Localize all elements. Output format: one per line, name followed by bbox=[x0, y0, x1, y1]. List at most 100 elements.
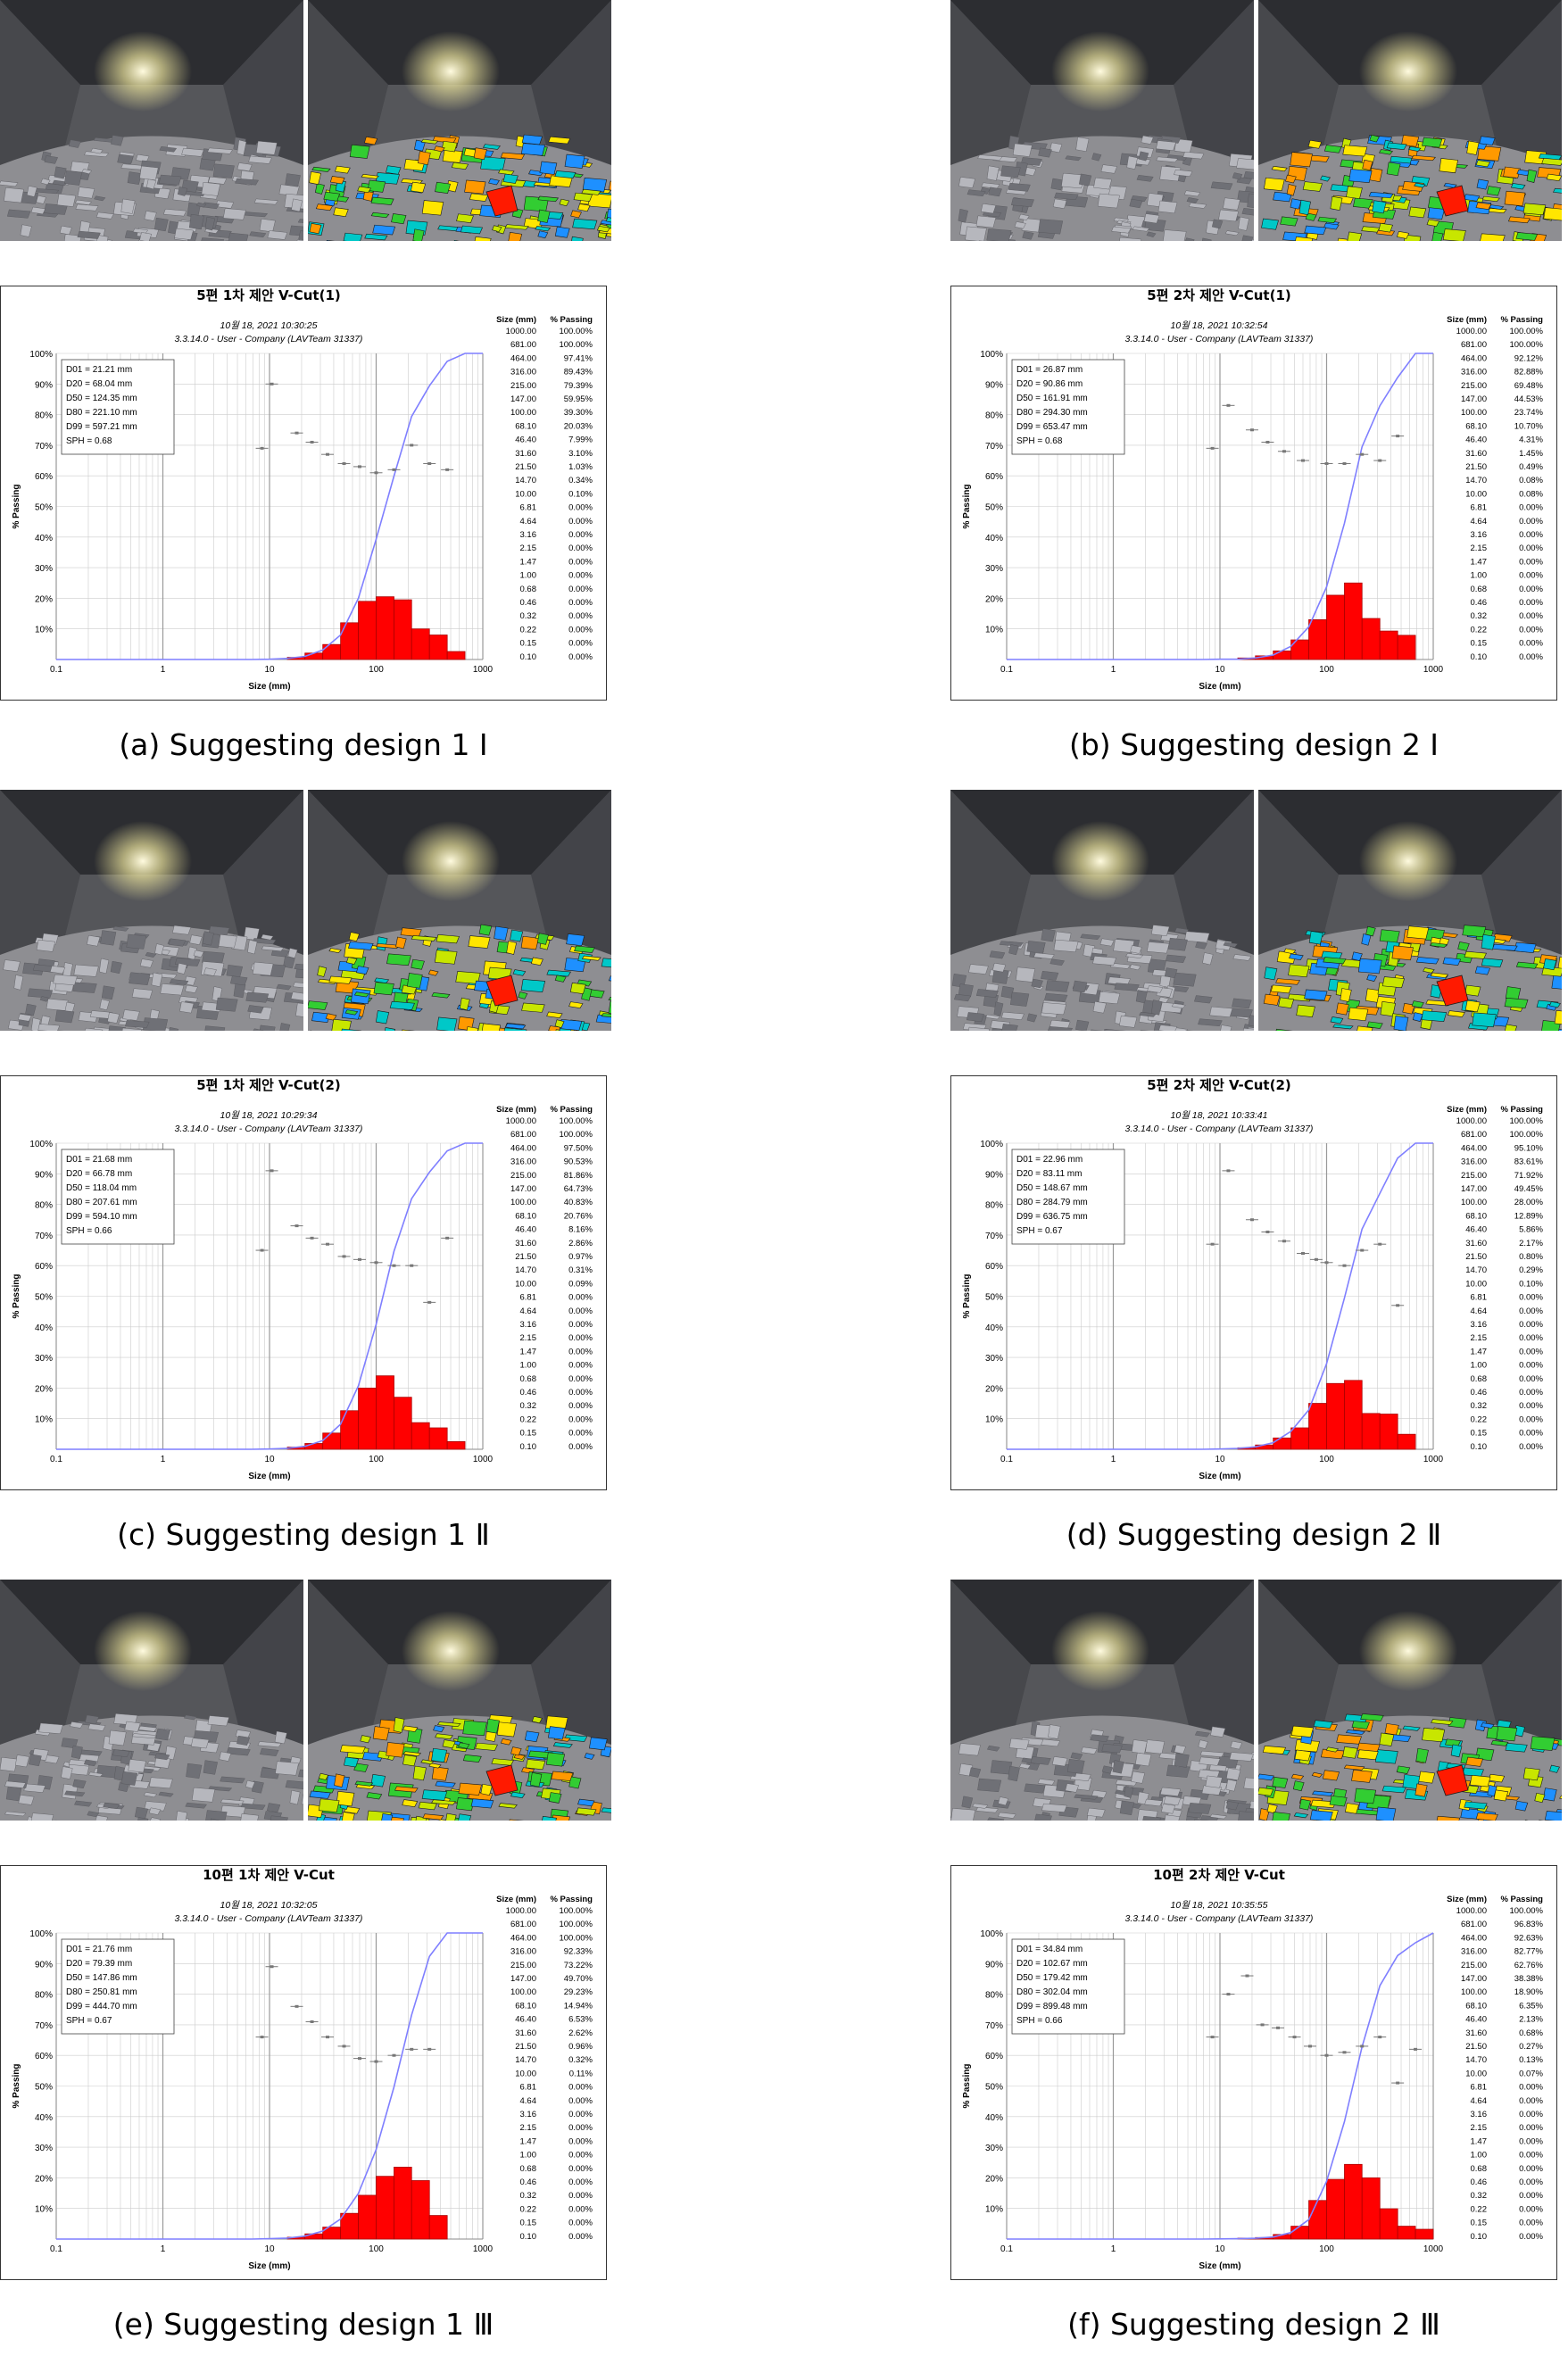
table-cell-passing: 5.86% bbox=[1519, 1225, 1543, 1235]
table-cell-passing: 38.38% bbox=[1514, 1974, 1544, 1984]
table-cell-size: 0.32 bbox=[520, 611, 537, 621]
stats-line: D99 = 653.47 mm bbox=[1016, 422, 1088, 432]
table-cell-passing: 73.22% bbox=[564, 1961, 593, 1970]
chart-title: 5편 2차 제안 V-Cut(2) bbox=[1147, 1077, 1291, 1093]
table-cell-size: 316.00 bbox=[510, 1947, 536, 1957]
table-cell-passing: 0.34% bbox=[568, 476, 593, 485]
table-cell-passing: 1.03% bbox=[568, 462, 593, 472]
y-tick-label: 70% bbox=[985, 442, 1003, 452]
sample-marker bbox=[1303, 2045, 1316, 2048]
histogram-bar bbox=[340, 1410, 359, 1450]
table-cell-passing: 0.96% bbox=[568, 2042, 593, 2052]
table-cell-size: 14.70 bbox=[1465, 476, 1487, 485]
y-axis-label: % Passing bbox=[962, 1273, 972, 1318]
y-tick-label: 30% bbox=[985, 1354, 1003, 1364]
sample-marker bbox=[405, 1264, 419, 1267]
stats-line: SPH = 0.68 bbox=[66, 436, 112, 446]
x-tick-label: 1 bbox=[161, 1455, 166, 1464]
sample-marker bbox=[1373, 1242, 1387, 1246]
sample-marker bbox=[337, 1255, 351, 1258]
histogram-bar bbox=[304, 1443, 324, 1450]
stats-line: D01 = 22.96 mm bbox=[1016, 1155, 1083, 1165]
histogram-bar bbox=[428, 2215, 448, 2240]
table-cell-size: 46.40 bbox=[1465, 2015, 1487, 2025]
sample-marker bbox=[1288, 2036, 1301, 2039]
table-cell-passing: 0.09% bbox=[568, 1279, 593, 1289]
histogram-bar bbox=[1326, 2178, 1345, 2240]
x-tick-label: 100 bbox=[1319, 2244, 1334, 2254]
table-cell-passing: 2.86% bbox=[568, 1239, 593, 1248]
table-cell-passing: 0.00% bbox=[568, 1401, 593, 1411]
table-cell-passing: 20.76% bbox=[564, 1211, 593, 1221]
table-cell-passing: 39.30% bbox=[564, 408, 593, 418]
sample-marker bbox=[1391, 1304, 1405, 1307]
panel-f: 10편 2차 제안 V-Cut 10월 18, 2021 10:35:55 3.3.… bbox=[950, 1580, 1562, 2342]
sample-marker bbox=[305, 440, 319, 444]
table-cell-passing: 0.08% bbox=[1519, 489, 1543, 499]
table-cell-size: 0.46 bbox=[1471, 1388, 1488, 1398]
sample-marker bbox=[1373, 459, 1387, 462]
table-cell-size: 31.60 bbox=[1465, 2028, 1487, 2038]
sample-marker bbox=[441, 1236, 454, 1240]
histogram-bar bbox=[376, 2176, 394, 2240]
histogram-bar bbox=[376, 596, 394, 660]
stats-line: D80 = 284.79 mm bbox=[1016, 1198, 1088, 1207]
table-cell-size: 46.40 bbox=[515, 1225, 536, 1235]
segmented-photo bbox=[308, 0, 611, 241]
histogram-bar bbox=[1326, 594, 1345, 660]
table-cell-size: 21.50 bbox=[1465, 2042, 1487, 2052]
table-cell-passing: 81.86% bbox=[564, 1171, 593, 1181]
chart-version: 3.3.14.0 - User - Company (LAVTeam 31337… bbox=[1125, 1913, 1314, 1924]
y-tick-label: 60% bbox=[985, 472, 1003, 482]
table-cell-size: 4.64 bbox=[1471, 517, 1488, 527]
table-cell-size: 31.60 bbox=[515, 1239, 536, 1248]
y-tick-label: 70% bbox=[35, 1232, 53, 1241]
table-cell-size: 0.10 bbox=[520, 652, 537, 662]
stats-box bbox=[1011, 1938, 1125, 2035]
table-cell-passing: 0.00% bbox=[1519, 1293, 1543, 1303]
y-tick-label: 30% bbox=[985, 2144, 1003, 2153]
table-cell-passing: 0.00% bbox=[568, 1361, 593, 1371]
table-cell-passing: 0.00% bbox=[1519, 1414, 1543, 1424]
table-cell-passing: 0.00% bbox=[1519, 503, 1543, 513]
table-cell-passing: 2.17% bbox=[1519, 1239, 1543, 1248]
table-cell-passing: 0.29% bbox=[1519, 1265, 1543, 1275]
table-cell-size: 6.81 bbox=[1471, 2083, 1488, 2093]
table-cell-passing: 0.00% bbox=[568, 557, 593, 567]
table-cell-passing: 82.77% bbox=[1514, 1947, 1544, 1957]
panel-caption: (e) Suggesting design 1 Ⅲ bbox=[112, 2307, 494, 2342]
y-tick-label: 100% bbox=[29, 1140, 53, 1149]
table-cell-passing: 97.50% bbox=[564, 1143, 593, 1153]
x-tick-label: 1000 bbox=[473, 2244, 494, 2254]
table-cell-size: 6.81 bbox=[520, 1293, 537, 1303]
sample-marker bbox=[290, 2004, 303, 2008]
segmented-photo bbox=[1258, 790, 1562, 1031]
table-cell-size: 681.00 bbox=[1461, 1920, 1487, 1929]
panel-caption: (f) Suggesting design 2 Ⅲ bbox=[1067, 2307, 1440, 2342]
x-tick-label: 10 bbox=[1215, 2244, 1225, 2254]
table-cell-size: 0.10 bbox=[520, 1442, 537, 1452]
y-tick-label: 90% bbox=[985, 380, 1003, 390]
table-cell-passing: 0.00% bbox=[1519, 1361, 1543, 1371]
y-tick-label: 70% bbox=[35, 2021, 53, 2031]
x-tick-label: 1 bbox=[1111, 2244, 1116, 2254]
table-cell-passing: 100.00% bbox=[1509, 340, 1543, 350]
table-cell-size: 46.40 bbox=[1465, 1225, 1487, 1235]
table-cell-size: 147.00 bbox=[1461, 394, 1487, 404]
stats-line: D01 = 21.76 mm bbox=[66, 1945, 132, 1954]
table-cell-size: 31.60 bbox=[1465, 449, 1487, 459]
table-cell-passing: 0.00% bbox=[568, 2191, 593, 2201]
table-cell-size: 10.00 bbox=[1465, 489, 1487, 499]
table-header-size: Size (mm) bbox=[496, 1105, 536, 1115]
stats-line: D01 = 26.87 mm bbox=[1016, 365, 1083, 375]
chart-panel: 5편 2차 제안 V-Cut(1) 10월 18, 2021 10:32:54 3.… bbox=[950, 286, 1557, 701]
table-cell-size: 464.00 bbox=[1461, 353, 1487, 363]
stats-box bbox=[61, 1938, 175, 2035]
stats-line: D20 = 68.04 mm bbox=[66, 379, 132, 389]
table-cell-size: 0.15 bbox=[520, 1429, 537, 1439]
table-cell-size: 3.16 bbox=[1471, 2110, 1488, 2119]
table-cell-passing: 0.00% bbox=[1519, 571, 1543, 581]
table-cell-passing: 20.03% bbox=[564, 421, 593, 431]
histogram-bar bbox=[1344, 1380, 1363, 1450]
sample-marker bbox=[387, 2053, 401, 2057]
